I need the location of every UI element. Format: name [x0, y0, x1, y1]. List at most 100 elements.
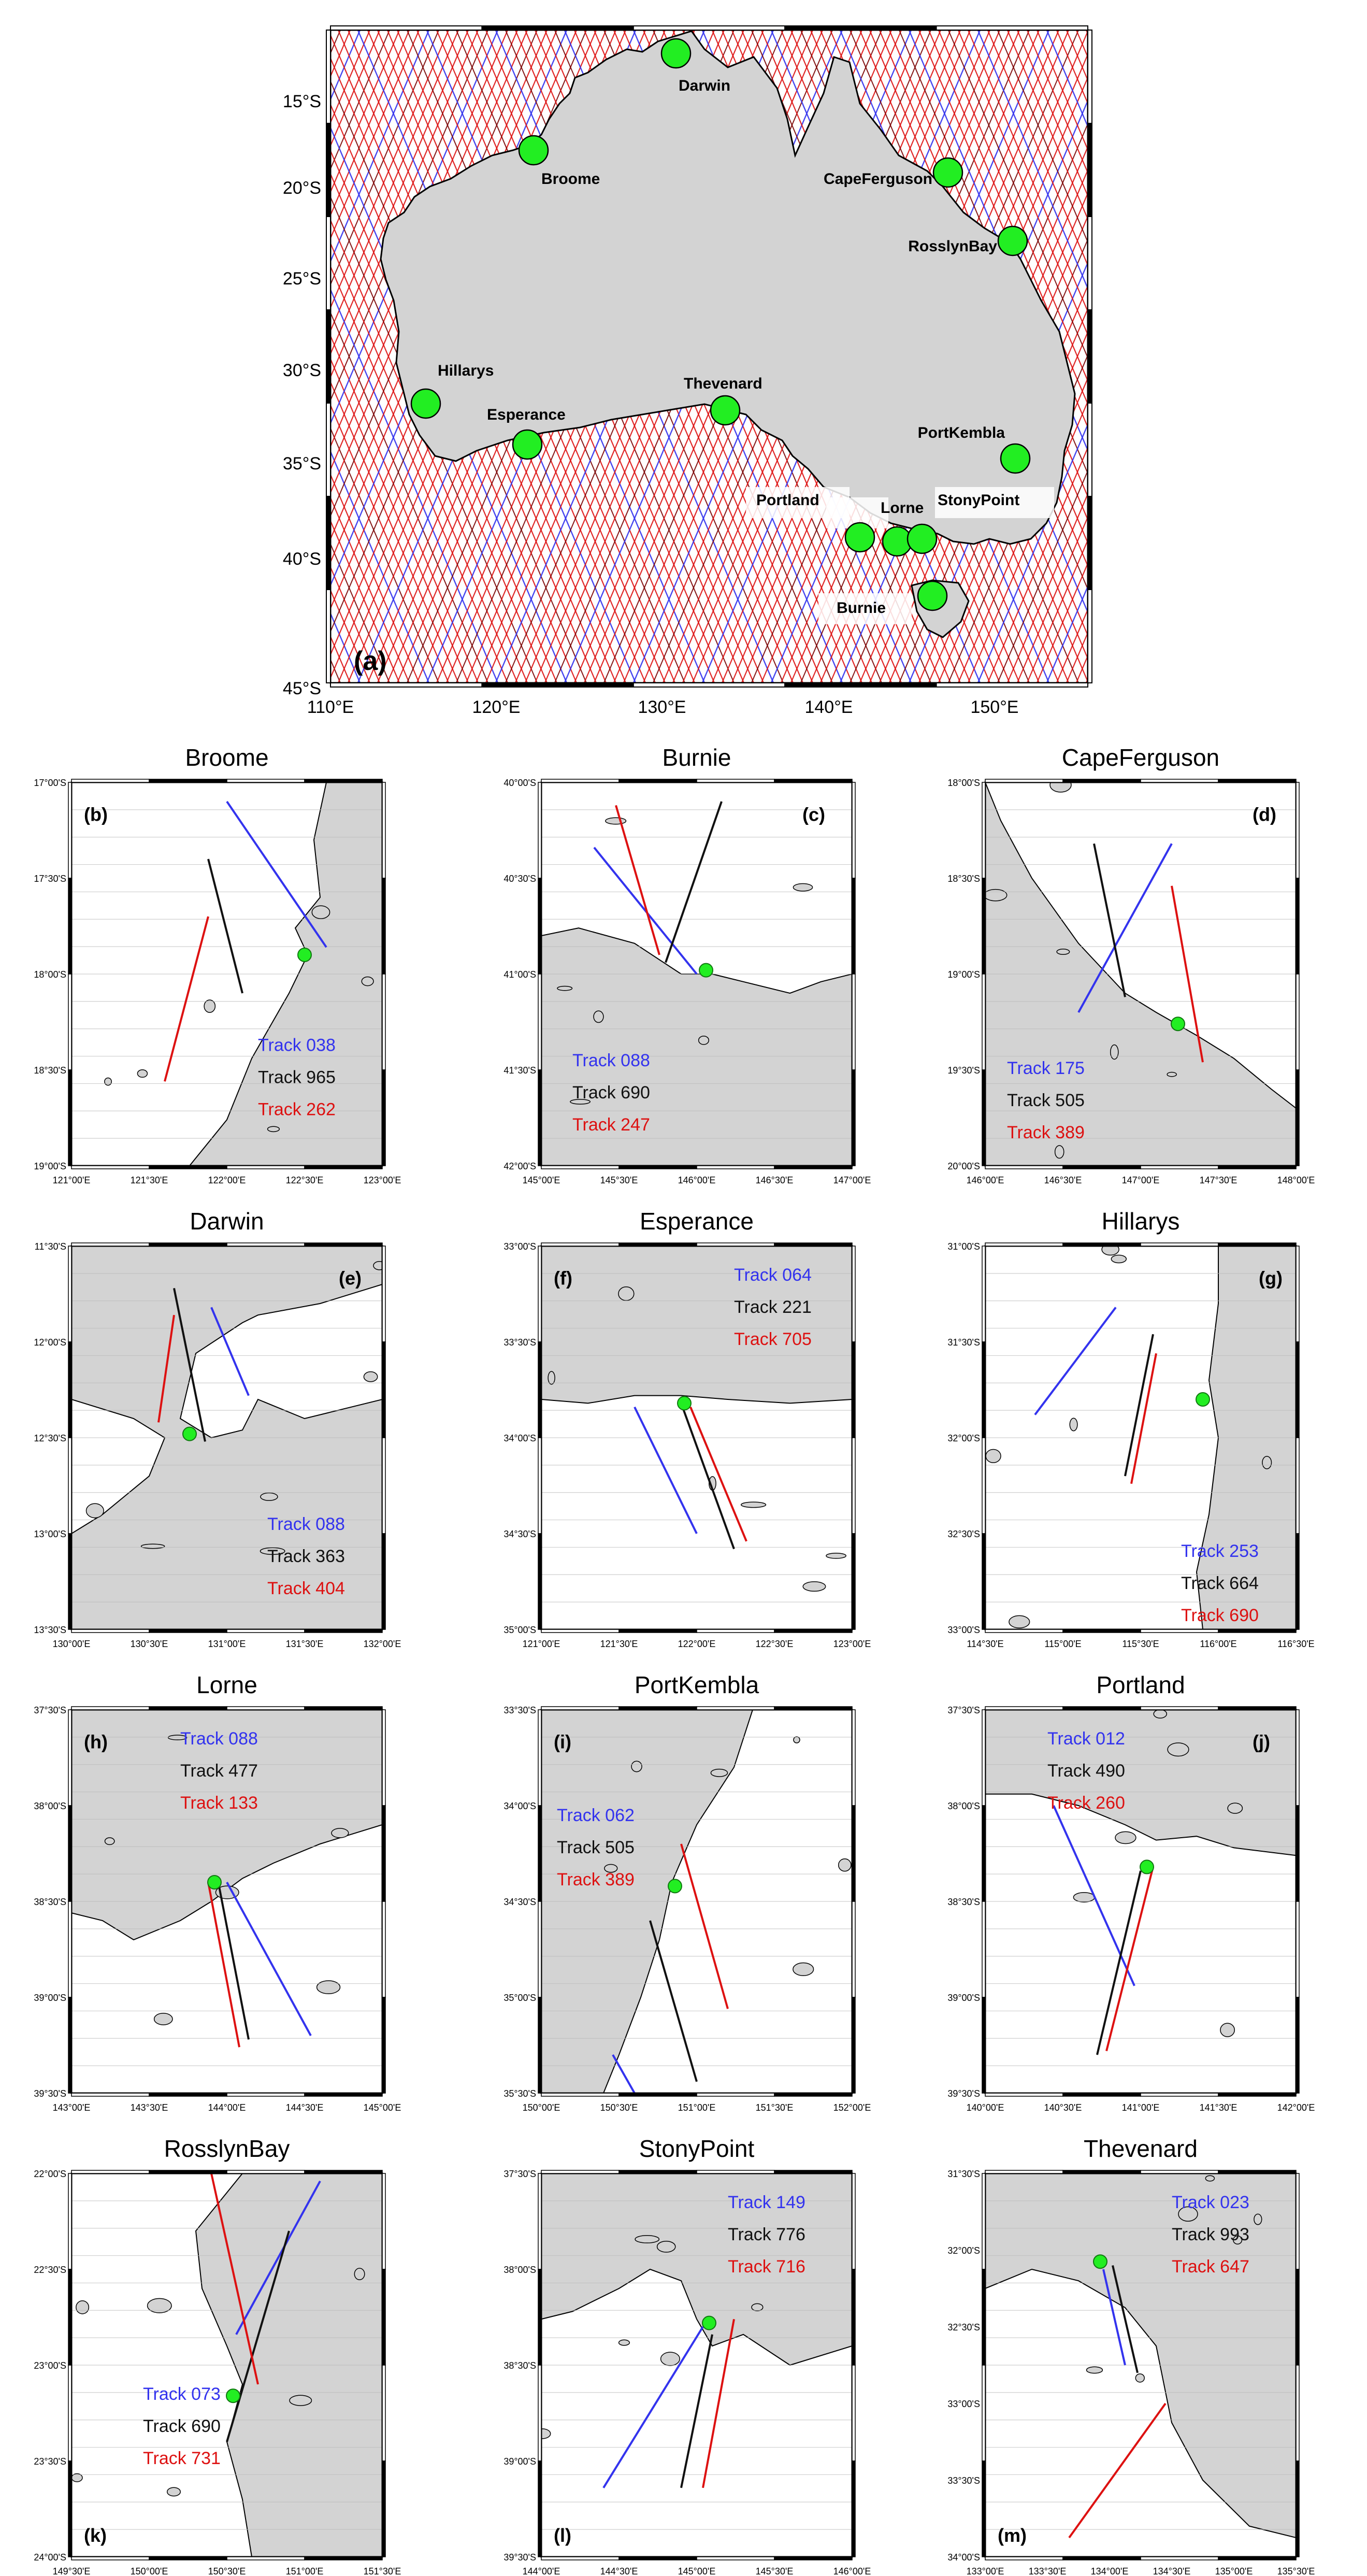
- altimetry-track: [210, 2173, 259, 2385]
- australia-land: [380, 30, 1076, 545]
- track-legend-label: Track 062: [557, 1806, 635, 1825]
- station-marker[interactable]: [668, 1879, 682, 1894]
- map-border-segment: [481, 682, 634, 688]
- station-marker[interactable]: [699, 963, 713, 978]
- ground-track-line: [1135, 30, 1367, 683]
- island: [1111, 1254, 1127, 1264]
- map-border-segment: [1087, 216, 1092, 310]
- map-border-segment: [774, 2093, 853, 2097]
- altimetry-track: [689, 1407, 747, 1542]
- island: [698, 1036, 710, 1045]
- lon-tick-label: 114°30'E: [967, 1639, 1003, 1649]
- ground-track-line: [330, 30, 351, 78]
- lon-tick-label: 116°00'E: [1200, 1639, 1236, 1649]
- island: [267, 1126, 280, 1133]
- ground-track-line: [1175, 30, 1367, 683]
- map-border-segment: [1296, 1246, 1300, 1342]
- station-marker[interactable]: [1171, 1017, 1185, 1032]
- ground-track-line: [330, 30, 519, 471]
- altimetry-track: [217, 1878, 250, 2040]
- panel-content: [71, 2173, 382, 2557]
- ground-track-line: [1126, 30, 1367, 683]
- panel-title: StonyPoint: [639, 2135, 755, 2162]
- ground-track-line: [0, 30, 143, 683]
- station-marker[interactable]: [297, 948, 312, 962]
- panel-title: Darwin: [190, 1208, 264, 1235]
- island: [605, 817, 627, 825]
- island: [1115, 1831, 1136, 1844]
- map-border-segment: [852, 974, 856, 1070]
- altimetry-track: [207, 858, 243, 994]
- ground-track-line: [1085, 677, 1088, 683]
- lat-tick-label: 15°S: [283, 92, 321, 111]
- ground-track-line: [0, 30, 222, 683]
- map-border-segment: [382, 1437, 386, 1534]
- map-border-segment: [1296, 1533, 1300, 1630]
- map-border-segment: [1218, 1242, 1297, 1247]
- lat-tick-label: 18°30'S: [34, 1065, 66, 1076]
- station-marker[interactable]: [1093, 2254, 1107, 2269]
- lon-tick-label: 151°30'E: [364, 2566, 401, 2576]
- station-marker[interactable]: [677, 1396, 692, 1411]
- map-border-segment: [149, 2170, 227, 2174]
- station-marker[interactable]: [518, 135, 549, 166]
- ground-track-line: [330, 30, 459, 333]
- island: [331, 1828, 349, 1838]
- lat-tick-label: 32°00'S: [947, 1433, 980, 1443]
- ground-track-line: [330, 30, 390, 170]
- map-border-segment: [538, 878, 542, 975]
- station-label-box: [818, 593, 912, 624]
- map-border-segment: [696, 2170, 775, 2174]
- panel-title: Hillarys: [1102, 1208, 1180, 1235]
- ground-track-line: [0, 30, 193, 683]
- map-border-segment: [1062, 1706, 1141, 1710]
- lat-tick-label: 31°30'S: [947, 2169, 980, 2179]
- station-marker[interactable]: [660, 38, 692, 69]
- ground-track-line: [957, 30, 1088, 336]
- lon-tick-label: 122°00'E: [208, 1175, 246, 1185]
- lat-tick-label: 20°S: [283, 178, 321, 198]
- station-marker[interactable]: [997, 225, 1028, 256]
- ground-track-line: [330, 611, 361, 683]
- lat-tick-label: 35°00'S: [503, 1993, 536, 2003]
- ground-track-line: [0, 30, 25, 683]
- ground-track-line: [1106, 30, 1367, 683]
- ground-track-line: [0, 30, 212, 683]
- station-marker[interactable]: [182, 1426, 197, 1441]
- map-border-segment: [538, 782, 542, 879]
- track-legend-label: Track 064: [734, 1265, 812, 1285]
- station-marker[interactable]: [710, 395, 741, 426]
- station-marker[interactable]: [410, 388, 441, 419]
- station-marker[interactable]: [226, 2388, 240, 2403]
- map-border-segment: [982, 1069, 986, 1166]
- station-marker[interactable]: [512, 429, 543, 460]
- map-border-segment: [982, 2173, 986, 2270]
- map-border-segment: [541, 1629, 620, 1633]
- panel-label: (g): [1259, 1267, 1283, 1289]
- map-border-segment: [982, 1246, 986, 1342]
- station-marker[interactable]: [1000, 443, 1031, 474]
- land-area: [541, 1246, 852, 1404]
- map-border-segment: [382, 1997, 386, 2094]
- island: [373, 1261, 382, 1270]
- station-marker[interactable]: [932, 157, 963, 188]
- station-marker[interactable]: [1140, 1859, 1154, 1874]
- track-legend-label: Track 133: [180, 1793, 258, 1813]
- lat-tick-label: 35°00'S: [503, 1625, 536, 1635]
- land-area: [189, 782, 382, 1166]
- panel-portkembla: PortKembla (i) Track 062 Track 505 Track 389…: [503, 1671, 871, 2113]
- station-marker[interactable]: [906, 523, 938, 554]
- station-marker[interactable]: [702, 2315, 716, 2330]
- station-marker[interactable]: [207, 1875, 222, 1890]
- station-marker[interactable]: [844, 522, 875, 553]
- lat-tick-label: 34°00'S: [503, 1433, 536, 1443]
- map-border-segment: [1296, 2365, 1300, 2461]
- island: [289, 2395, 312, 2406]
- station-marker[interactable]: [1196, 1392, 1210, 1407]
- ground-track-line: [0, 30, 173, 683]
- track-legend-label: Track 505: [557, 1838, 635, 1857]
- lon-tick-label: 131°30'E: [286, 1639, 324, 1649]
- ground-track-line: [987, 30, 1088, 267]
- station-marker[interactable]: [917, 580, 948, 611]
